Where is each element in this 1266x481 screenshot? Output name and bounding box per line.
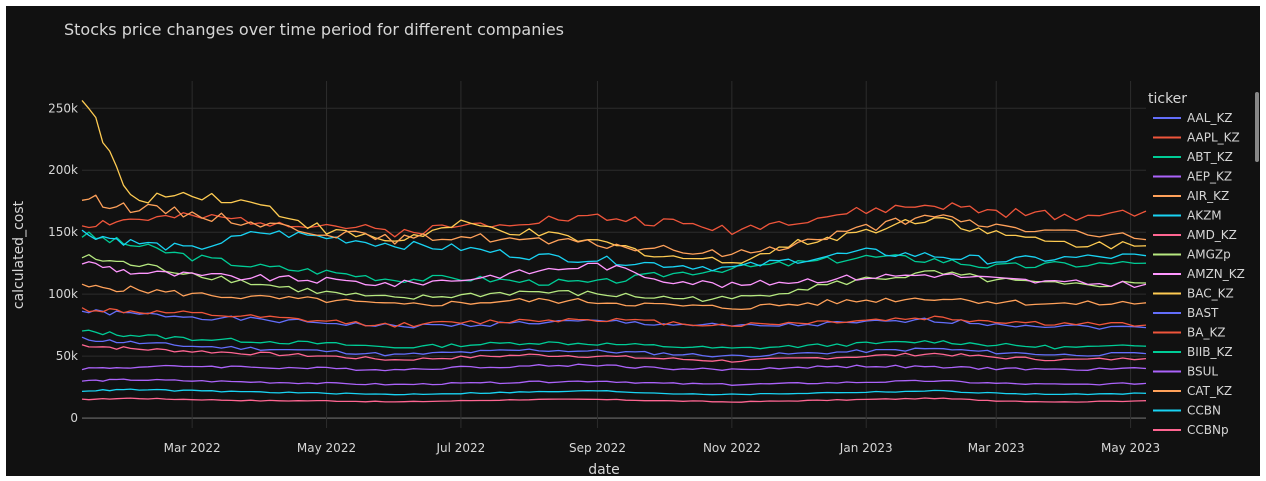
legend-item-AAPL_KZ[interactable]: AAPL_KZ — [1153, 131, 1240, 145]
legend-item-AMD_KZ[interactable]: AMD_KZ — [1153, 228, 1237, 242]
legend-item-AMGZp[interactable]: AMGZp — [1153, 248, 1231, 262]
y-tick-label: 200k — [48, 163, 78, 177]
series-line-AIR_KZ — [81, 283, 1147, 311]
x-tick-label: Jul 2022 — [435, 441, 485, 455]
series-line-BAST — [81, 336, 1147, 358]
legend-label: BA_KZ — [1187, 326, 1226, 340]
grid — [82, 81, 1146, 428]
series-line-ABT_KZ — [81, 231, 1147, 286]
legend-item-BIIB_KZ[interactable]: BIIB_KZ — [1153, 345, 1233, 359]
legend-label: BAC_KZ — [1187, 287, 1234, 301]
y-axis-label: calculated_cost — [11, 200, 27, 309]
legend-label: AAL_KZ — [1187, 111, 1233, 125]
legend-item-CCBNp[interactable]: CCBNp — [1153, 423, 1229, 437]
x-tick-label: Nov 2022 — [703, 441, 761, 455]
legend-item-CCBN[interactable]: CCBN — [1153, 404, 1221, 418]
legend-item-AKZM[interactable]: AKZM — [1153, 209, 1222, 223]
x-tick-label: Jan 2023 — [839, 441, 893, 455]
legend-title: ticker — [1148, 91, 1187, 107]
series-line-AMZN_KZ — [81, 261, 1147, 289]
series-line-AKZM — [81, 229, 1147, 272]
series-lines — [81, 99, 1147, 403]
series-line-CCBNp — [81, 397, 1147, 403]
x-tick-label: May 2022 — [297, 441, 356, 455]
legend-item-AEP_KZ[interactable]: AEP_KZ — [1153, 170, 1232, 184]
legend-item-BAC_KZ[interactable]: BAC_KZ — [1153, 287, 1234, 301]
legend-label: AEP_KZ — [1187, 170, 1232, 184]
legend-label: AMGZp — [1187, 248, 1231, 262]
line-chart: Stocks price changes over time period fo… — [11, 20, 1245, 476]
legend-item-BSUL[interactable]: BSUL — [1153, 365, 1218, 379]
x-tick-label: Sep 2022 — [569, 441, 626, 455]
series-line-AAL_KZ — [81, 309, 1147, 330]
y-axis-ticks: 0 50k 100k 150k 200k 250k — [48, 101, 78, 425]
legend-item-AMZN_KZ[interactable]: AMZN_KZ — [1153, 267, 1245, 281]
legend-label: AMZN_KZ — [1187, 267, 1245, 281]
legend-item-BA_KZ[interactable]: BA_KZ — [1153, 326, 1226, 340]
legend-label: CAT_KZ — [1187, 384, 1232, 398]
series-line-AMGZp — [81, 254, 1147, 303]
series-line-AAPL_KZ — [81, 202, 1147, 238]
y-tick-label: 250k — [48, 101, 78, 115]
legend-label: BAST — [1187, 306, 1219, 320]
legend-label: CCBN — [1187, 404, 1221, 418]
legend-item-AAL_KZ[interactable]: AAL_KZ — [1153, 111, 1233, 125]
legend: AAL_KZ AAPL_KZ ABT_KZ AEP_KZ AIR_KZ AKZM AMD_K… — [1153, 111, 1245, 437]
legend-label: CCBNp — [1187, 423, 1229, 437]
x-tick-label: Mar 2022 — [164, 441, 221, 455]
series-line-CCBN — [81, 388, 1147, 396]
x-tick-label: May 2023 — [1101, 441, 1160, 455]
series-line-BA_KZ — [81, 307, 1147, 328]
x-tick-label: Mar 2023 — [968, 441, 1025, 455]
legend-label: BIIB_KZ — [1187, 345, 1233, 359]
chart-title: Stocks price changes over time period fo… — [64, 20, 564, 39]
legend-item-AIR_KZ[interactable]: AIR_KZ — [1153, 189, 1229, 203]
series-line-AEP_KZ — [81, 363, 1147, 372]
y-tick-label: 50k — [56, 349, 78, 363]
legend-item-BAST[interactable]: BAST — [1153, 306, 1219, 320]
legend-label: AKZM — [1187, 209, 1222, 223]
y-tick-label: 0 — [70, 411, 78, 425]
x-axis-label: date — [588, 462, 620, 476]
legend-label: ABT_KZ — [1187, 150, 1233, 164]
legend-label: AIR_KZ — [1187, 189, 1229, 203]
legend-label: AAPL_KZ — [1187, 131, 1240, 145]
x-axis-ticks: Mar 2022 May 2022 Jul 2022 Sep 2022 Nov 2022… — [164, 441, 1161, 455]
y-tick-label: 100k — [48, 287, 78, 301]
legend-scrollbar[interactable] — [1255, 92, 1259, 162]
legend-label: AMD_KZ — [1187, 228, 1237, 242]
series-line-AMD_KZ — [81, 344, 1147, 363]
series-line-BSUL — [81, 378, 1147, 386]
series-line-BAC_KZ — [81, 99, 1147, 264]
legend-label: BSUL — [1187, 365, 1218, 379]
y-tick-label: 150k — [48, 225, 78, 239]
series-line-BIIB_KZ — [81, 329, 1147, 350]
chart-panel: Stocks price changes over time period fo… — [6, 6, 1260, 476]
legend-item-CAT_KZ[interactable]: CAT_KZ — [1153, 384, 1232, 398]
series-line-CAT_KZ — [81, 194, 1147, 258]
legend-item-ABT_KZ[interactable]: ABT_KZ — [1153, 150, 1233, 164]
